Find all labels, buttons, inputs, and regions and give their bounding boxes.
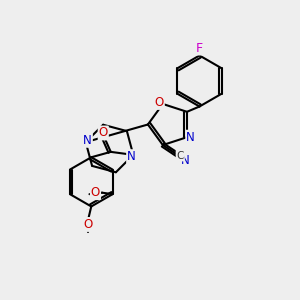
Text: O: O: [84, 218, 93, 231]
Text: N: N: [186, 131, 195, 144]
Text: O: O: [99, 127, 108, 140]
Text: F: F: [196, 41, 203, 55]
Text: O: O: [154, 96, 164, 109]
Text: O: O: [91, 186, 100, 199]
Text: C: C: [176, 151, 184, 160]
Text: N: N: [127, 150, 136, 163]
Text: N: N: [83, 134, 92, 147]
Text: N: N: [181, 154, 190, 166]
